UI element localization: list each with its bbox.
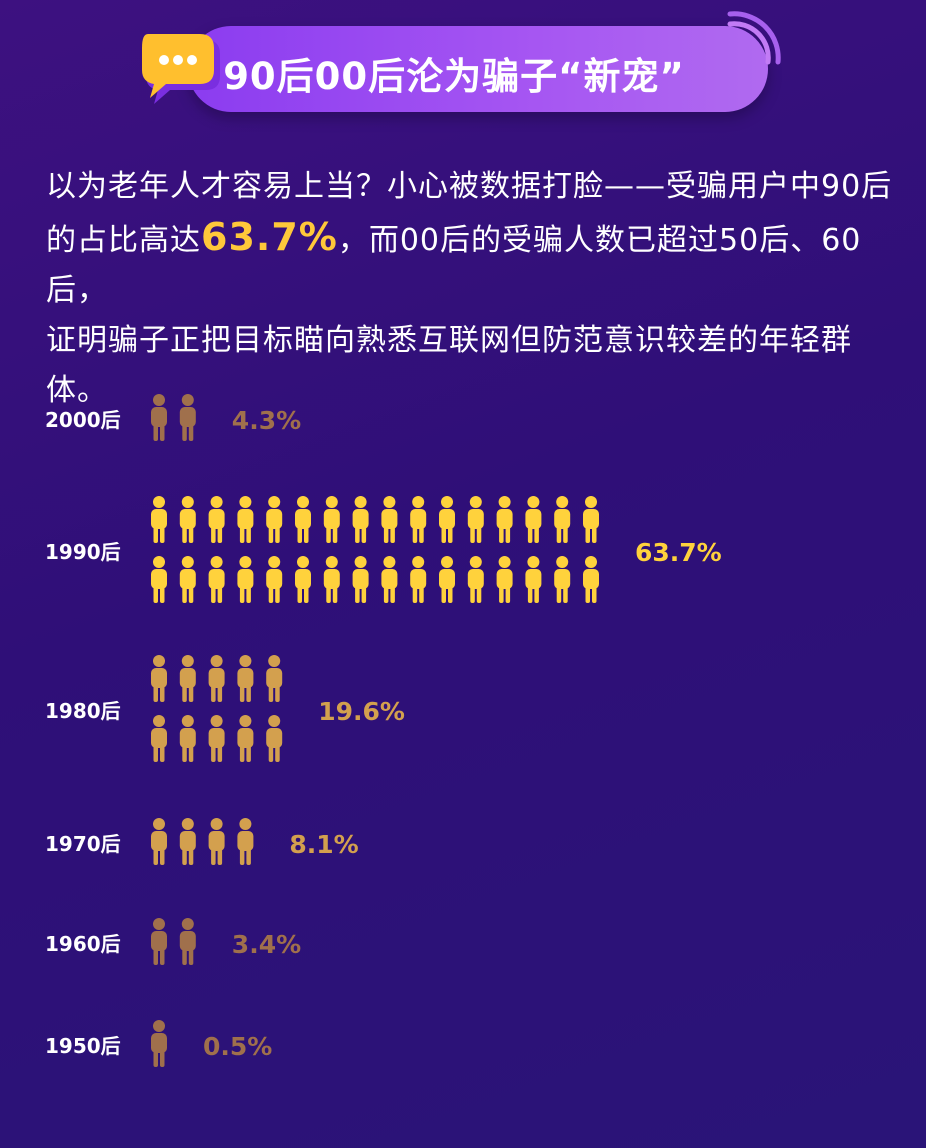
person-icon: [295, 556, 311, 603]
intro-paragraph: 以为老年人才容易上当？小心被数据打脸——受骗用户中90后 的占比高达63.7%，…: [46, 162, 896, 416]
person-icon: [151, 918, 167, 965]
person-icon: [496, 496, 513, 543]
person-icon: [237, 818, 254, 865]
person-icon: [352, 556, 369, 603]
intro-line-3: 证明骗子正把目标瞄向熟悉互联网但防范意识较差的年轻群: [46, 323, 852, 358]
value-label: 0.5%: [203, 1032, 272, 1061]
intro-line-2: 的占比高达63.7%，而00后的受骗人数已超过50后、60后，: [46, 212, 896, 316]
person-icon: [554, 496, 571, 543]
person-icon: [237, 496, 254, 543]
person-icon: [439, 556, 455, 603]
person-icon: [266, 556, 283, 603]
person-icon: [496, 556, 513, 603]
person-icon: [323, 496, 340, 543]
person-icon: [151, 715, 167, 762]
value-label: 4.3%: [232, 406, 301, 435]
value-label: 63.7%: [635, 538, 722, 567]
intro-line-2-pre: 的占比高达: [46, 223, 201, 258]
person-icon: [179, 818, 196, 865]
intro-line-1: 以为老年人才容易上当？小心被数据打脸——受骗用户中90后: [46, 169, 893, 204]
person-icon: [266, 715, 283, 762]
person-icon: [208, 496, 225, 543]
intro-line-2-post: ，而00后的受骗人数已超过50后、60后，: [46, 223, 862, 308]
banner-pill: [188, 26, 768, 112]
person-icon: [208, 715, 225, 762]
person-icon: [151, 655, 167, 702]
person-icon: [179, 556, 196, 603]
person-icon: [410, 496, 427, 543]
value-label: 8.1%: [289, 830, 358, 859]
person-icon: [208, 556, 225, 603]
intro-highlight-percent: 63.7%: [201, 215, 338, 259]
person-icon: [179, 715, 196, 762]
person-icon: [208, 818, 225, 865]
person-icon: [237, 715, 254, 762]
person-icon: [151, 496, 167, 543]
person-icon: [151, 394, 167, 441]
person-icon: [467, 556, 484, 603]
value-label: 19.6%: [318, 697, 405, 726]
person-icon: [525, 556, 542, 603]
page-title: 90后00后沦为骗子“新宠”: [223, 55, 685, 98]
person-icon: [151, 1020, 167, 1067]
person-icon: [467, 496, 484, 543]
title-banner: 90后00后沦为骗子“新宠”: [140, 11, 781, 114]
category-label: 2000后: [45, 408, 121, 432]
person-icon: [237, 655, 254, 702]
person-icon: [583, 556, 599, 603]
person-icon: [208, 655, 225, 702]
person-icon: [525, 496, 542, 543]
intro-line-4: 体。: [46, 373, 108, 408]
category-label: 1990后: [45, 540, 121, 564]
person-icon: [179, 394, 196, 441]
pictogram-chart: 2000后 4.3% 1990后 63.7% 1980后 19.6% 1970后 8.1% 19…: [45, 394, 722, 1067]
person-icon: [151, 818, 167, 865]
person-icon: [266, 496, 283, 543]
person-icon: [439, 496, 455, 543]
person-icon: [179, 496, 196, 543]
person-icon: [381, 496, 398, 543]
person-icon: [554, 556, 571, 603]
category-label: 1950后: [45, 1034, 121, 1058]
person-icon: [266, 655, 283, 702]
person-icon: [295, 496, 311, 543]
person-icon: [583, 496, 599, 543]
person-icon: [410, 556, 427, 603]
person-icon: [352, 496, 369, 543]
person-icon: [237, 556, 254, 603]
category-label: 1960后: [45, 932, 121, 956]
person-icon: [179, 918, 196, 965]
category-label: 1970后: [45, 832, 121, 856]
person-icon: [381, 556, 398, 603]
person-icon: [323, 556, 340, 603]
chat-bubble-icon: [142, 34, 220, 104]
person-icon: [179, 655, 196, 702]
person-icon: [151, 556, 167, 603]
signal-wave-icon: [727, 11, 781, 65]
value-label: 3.4%: [232, 930, 301, 959]
category-label: 1980后: [45, 699, 121, 723]
